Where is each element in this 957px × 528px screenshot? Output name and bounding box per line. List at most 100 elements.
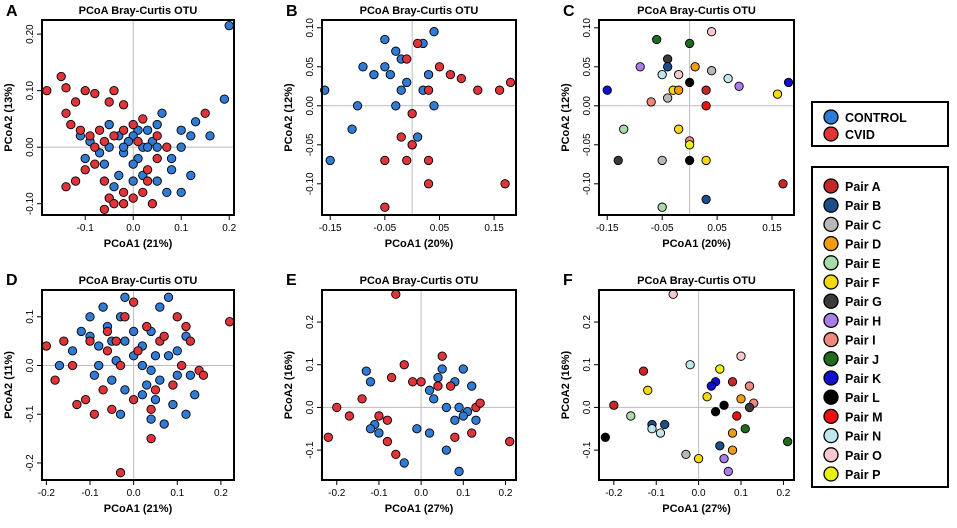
data-point [673, 85, 684, 95]
data-point [684, 38, 695, 49]
data-point [142, 125, 153, 135]
data-point [85, 131, 95, 141]
data-point [619, 124, 629, 134]
y-tick-label: 0.10 [305, 18, 316, 38]
data-point [505, 77, 516, 88]
data-point [120, 312, 130, 322]
data-point [200, 108, 210, 118]
data-point [42, 86, 52, 96]
y-tick-label: 0.1 [305, 357, 316, 371]
y-tick-label: 0.00 [305, 96, 316, 116]
data-point [150, 385, 161, 395]
data-point [90, 88, 100, 99]
data-point [128, 119, 138, 130]
panel-letter: E [286, 272, 297, 289]
y-tick-label: -0.10 [582, 172, 593, 195]
pair-legend-marker [823, 235, 839, 252]
plot-frame [321, 289, 517, 481]
data-point [142, 165, 153, 175]
data-point [380, 155, 390, 166]
data-point [684, 77, 695, 88]
data-point [424, 428, 435, 438]
data-point [133, 136, 143, 147]
data-point [454, 466, 464, 477]
group-legend-marker [823, 126, 839, 142]
data-point [450, 432, 460, 442]
x-tick-label: 0.15 [762, 223, 782, 234]
y-tick-label: -0.10 [25, 192, 36, 215]
plot-frame [41, 19, 235, 216]
data-point [402, 155, 412, 166]
y-axis-label: PCoA2 (12%) [283, 83, 295, 152]
data-point [76, 326, 86, 337]
data-point [663, 93, 673, 103]
data-point [475, 398, 485, 408]
data-point [602, 85, 612, 95]
data-point [85, 336, 95, 346]
panel-letter: B [286, 3, 298, 20]
x-axis-label: PCoA1 (21%) [104, 238, 173, 250]
data-point [423, 69, 434, 80]
panel-letter: C [563, 3, 575, 20]
data-point [380, 62, 390, 72]
data-point [109, 86, 119, 96]
data-point [391, 289, 401, 299]
data-point [115, 360, 126, 371]
panel-letter: A [6, 3, 18, 20]
data-point [128, 176, 138, 186]
data-point [646, 97, 656, 107]
data-point [344, 411, 355, 421]
data-point [172, 346, 182, 356]
data-point [385, 69, 395, 80]
x-tick-label: 0.2 [214, 488, 228, 499]
pair-legend-marker [823, 408, 839, 425]
pair-legend-label: Pair J [845, 353, 879, 367]
data-point [500, 179, 510, 189]
data-point [407, 108, 417, 119]
pair-legend-label: Pair D [845, 238, 881, 252]
data-point [102, 346, 113, 356]
data-point [652, 34, 662, 45]
data-point [663, 62, 673, 72]
pair-legend-marker [823, 389, 839, 405]
series-control [75, 21, 234, 198]
x-tick-label: 0.2 [499, 488, 513, 499]
data-point [386, 372, 397, 383]
data-point [115, 468, 126, 478]
data-point [176, 125, 186, 135]
data-point [723, 73, 733, 84]
data-point [647, 424, 657, 434]
data-point [727, 445, 738, 455]
data-point [701, 155, 711, 166]
pair-legend-entry: Pair P [823, 466, 880, 482]
data-point [744, 381, 755, 391]
data-point [369, 69, 379, 80]
x-axis-label: PCoA1 (27%) [385, 503, 454, 515]
data-point [782, 436, 793, 447]
x-tick-label: -0.05 [651, 223, 674, 234]
data-point [190, 117, 201, 127]
pair-legend-entry: Pair O [823, 447, 882, 463]
y-tick-label: -0.1 [25, 405, 36, 423]
data-point [458, 364, 468, 374]
pair-legend-entry: Pair E [823, 255, 880, 271]
x-tick-label: 0.2 [222, 223, 236, 234]
data-points [320, 27, 516, 212]
data-point [172, 312, 182, 322]
data-point [727, 377, 738, 387]
data-point [399, 360, 409, 370]
pair-legend-entry: Pair B [823, 197, 881, 213]
data-point [50, 375, 60, 385]
data-point [723, 466, 733, 477]
data-point [128, 193, 138, 203]
data-point [643, 385, 653, 395]
data-point [380, 34, 390, 45]
plot-frame [598, 19, 795, 216]
x-tick-label: -0.1 [648, 488, 666, 499]
data-point [109, 199, 119, 209]
pair-legend-entry: Pair C [823, 216, 881, 232]
pair-legend-marker [823, 293, 839, 309]
pair-legend-entry: Pair M [823, 408, 883, 425]
y-tick-label: 0.10 [25, 80, 36, 100]
data-point [138, 114, 148, 124]
